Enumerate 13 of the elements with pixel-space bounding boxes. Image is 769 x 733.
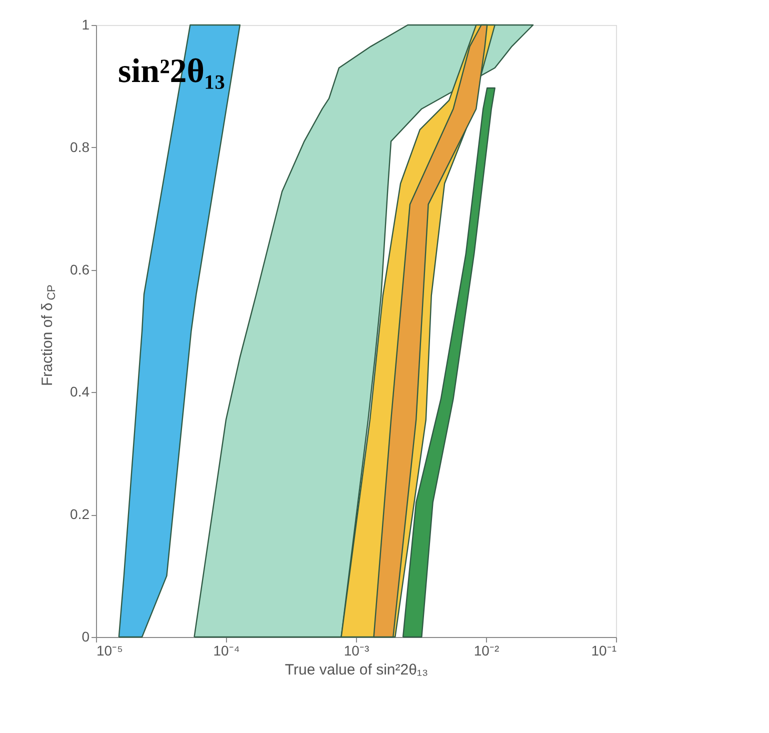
x-tick-label: 10⁻³ xyxy=(344,642,370,658)
x-tick-label: 10⁻⁵ xyxy=(96,642,123,658)
y-tick-label: 0.4 xyxy=(70,384,90,400)
y-tick-label: 0.2 xyxy=(70,506,90,522)
y-axis-title: Fraction of δCP xyxy=(39,284,58,386)
x-tick-label: 10⁻⁴ xyxy=(213,642,240,658)
x-tick-label: 10⁻² xyxy=(474,642,500,658)
y-tick-label: 1 xyxy=(82,16,90,32)
y-tick-label: 0.6 xyxy=(70,261,90,278)
y-tick-label: 0.8 xyxy=(70,138,90,155)
x-tick-label: 10⁻¹ xyxy=(591,642,617,658)
y-tick-label: 0 xyxy=(82,628,90,644)
x-axis-title: True value of sin²2θ₁₃ xyxy=(284,662,428,678)
